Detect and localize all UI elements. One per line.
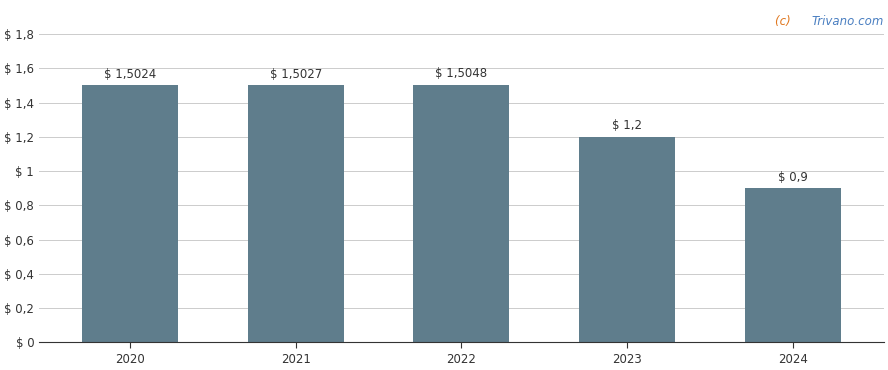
Text: $ 1,5027: $ 1,5027: [270, 68, 322, 81]
Bar: [248, 85, 344, 342]
Text: (c): (c): [775, 15, 795, 28]
Text: $ 1,5024: $ 1,5024: [104, 68, 156, 81]
Text: $ 1,2: $ 1,2: [612, 120, 642, 132]
Text: $ 0,9: $ 0,9: [778, 171, 808, 184]
Bar: [414, 85, 510, 342]
Text: $ 1,5048: $ 1,5048: [435, 67, 488, 80]
Bar: [745, 188, 841, 342]
Bar: [82, 85, 178, 342]
Bar: [579, 137, 675, 342]
Text: Trivano.com: Trivano.com: [812, 15, 884, 28]
